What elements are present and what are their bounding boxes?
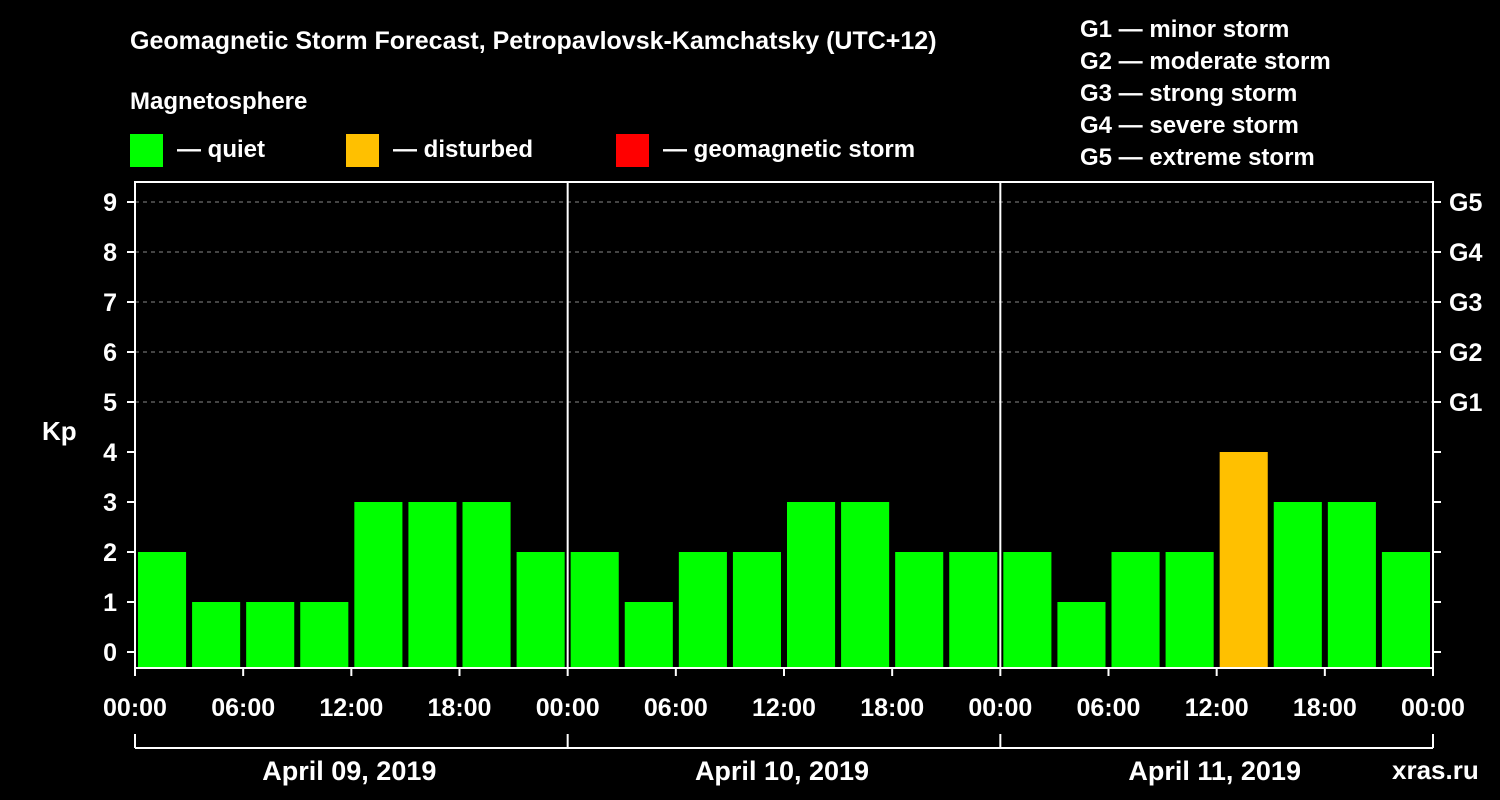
x-tick-label: 18:00 bbox=[860, 694, 924, 722]
legend-label: — disturbed bbox=[393, 136, 533, 163]
storm-scale-legend: G1 — minor storm G2 — moderate storm G3 — … bbox=[1080, 16, 1331, 171]
kp-bar bbox=[895, 552, 944, 668]
x-tick-label: 06:00 bbox=[211, 694, 275, 722]
day-axis: April 09, 2019 April 10, 2019 April 11, 20… bbox=[134, 734, 1434, 786]
y-tick-label: 0 bbox=[103, 639, 117, 667]
x-axis: 00:00 06:00 12:00 18:00 00:00 06:00 12:00 18:00… bbox=[103, 668, 1465, 722]
legend-swatch bbox=[130, 134, 163, 167]
watermark: xras.ru bbox=[1392, 755, 1479, 785]
storm-level-label: G5 bbox=[1449, 189, 1482, 217]
y-tick-label: 6 bbox=[103, 339, 117, 367]
storm-level-label: G1 bbox=[1449, 389, 1482, 417]
kp-bar bbox=[841, 502, 890, 668]
storm-scale-item: G2 — moderate storm bbox=[1080, 48, 1331, 75]
x-tick-label: 12:00 bbox=[319, 694, 383, 722]
storm-scale-item: G1 — minor storm bbox=[1080, 16, 1289, 43]
chart-title: Geomagnetic Storm Forecast, Petropavlovs… bbox=[130, 27, 937, 55]
y-tick-label: 7 bbox=[103, 289, 117, 317]
x-tick-label: 06:00 bbox=[644, 694, 708, 722]
kp-bar bbox=[516, 552, 565, 668]
y-tick-label: 4 bbox=[103, 439, 117, 467]
y-tick-label: 1 bbox=[103, 589, 117, 617]
y-axis-label: Kp bbox=[42, 416, 77, 446]
storm-scale-item: G5 — extreme storm bbox=[1080, 144, 1315, 171]
legend-swatch bbox=[616, 134, 649, 167]
x-tick-label: 00:00 bbox=[1401, 694, 1465, 722]
kp-bar bbox=[624, 602, 673, 668]
x-tick-label: 18:00 bbox=[1293, 694, 1357, 722]
y-tick-label: 2 bbox=[103, 539, 117, 567]
kp-bar bbox=[1273, 502, 1322, 668]
kp-bar bbox=[1057, 602, 1106, 668]
kp-bar bbox=[949, 552, 998, 668]
kp-bar bbox=[1219, 452, 1268, 668]
storm-scale-item: G3 — strong storm bbox=[1080, 80, 1297, 107]
storm-level-label: G3 bbox=[1449, 289, 1482, 317]
kp-bar bbox=[570, 552, 619, 668]
kp-bar bbox=[732, 552, 781, 668]
kp-bar bbox=[462, 502, 511, 668]
legend-label: — quiet bbox=[177, 136, 265, 163]
legend-label: — geomagnetic storm bbox=[663, 136, 915, 163]
kp-bar bbox=[678, 552, 727, 668]
x-tick-label: 00:00 bbox=[103, 694, 167, 722]
x-tick-label: 18:00 bbox=[428, 694, 492, 722]
day-label: April 09, 2019 bbox=[262, 756, 436, 786]
kp-bar bbox=[1327, 502, 1376, 668]
gridlines bbox=[135, 201, 1433, 403]
storm-level-label: G2 bbox=[1449, 339, 1482, 367]
storm-scale-item: G4 — severe storm bbox=[1080, 112, 1299, 139]
kp-bar bbox=[246, 602, 295, 668]
kp-bar bbox=[138, 552, 187, 668]
storm-level-axis: G1 G2 G3 G4 G5 bbox=[1433, 189, 1482, 653]
kp-bar bbox=[787, 502, 836, 668]
day-label: April 11, 2019 bbox=[1128, 756, 1301, 786]
kp-bar bbox=[1165, 552, 1214, 668]
kp-bar bbox=[1003, 552, 1052, 668]
kp-bar bbox=[354, 502, 403, 668]
x-tick-label: 12:00 bbox=[1185, 694, 1249, 722]
storm-level-label: G4 bbox=[1449, 239, 1482, 267]
y-tick-label: 3 bbox=[103, 489, 117, 517]
kp-bar bbox=[1381, 552, 1430, 668]
kp-bar bbox=[192, 602, 241, 668]
x-tick-label: 12:00 bbox=[752, 694, 816, 722]
day-label: April 10, 2019 bbox=[695, 756, 869, 786]
y-axis: 0 1 2 3 4 5 6 7 8 9 bbox=[103, 189, 135, 667]
y-tick-label: 5 bbox=[103, 389, 117, 417]
bars bbox=[138, 452, 1430, 668]
y-tick-label: 9 bbox=[103, 189, 117, 217]
kp-bar bbox=[300, 602, 349, 668]
legend-swatch bbox=[346, 134, 379, 167]
chart-subtitle: Magnetosphere bbox=[130, 88, 307, 115]
kp-bar bbox=[408, 502, 457, 668]
legend: — quiet — disturbed — geomagnetic storm bbox=[130, 134, 915, 167]
day-separators bbox=[566, 182, 1002, 668]
kp-bar bbox=[1111, 552, 1160, 668]
y-tick-label: 8 bbox=[103, 239, 117, 267]
x-tick-label: 00:00 bbox=[968, 694, 1032, 722]
x-tick-label: 00:00 bbox=[536, 694, 600, 722]
x-tick-label: 06:00 bbox=[1077, 694, 1141, 722]
